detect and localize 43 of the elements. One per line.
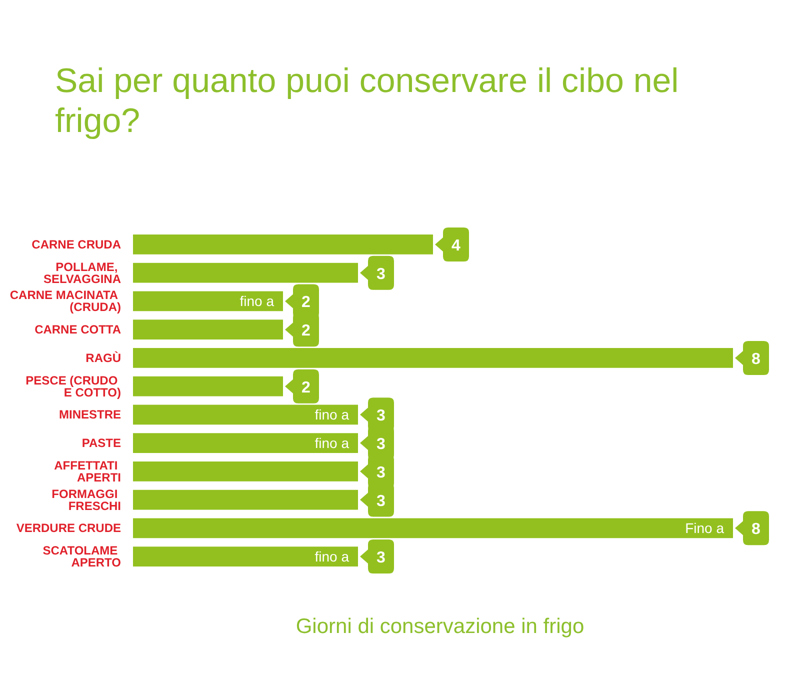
y-tick-label: PESCE (CRUDO E COTTO) bbox=[26, 373, 121, 400]
data-label: 3 bbox=[376, 492, 386, 510]
bar bbox=[133, 546, 358, 566]
bar bbox=[133, 348, 733, 368]
bar bbox=[133, 262, 358, 283]
annotation: fino a bbox=[314, 406, 350, 423]
data-label: 3 bbox=[376, 550, 386, 567]
y-tick-label: RAGÙ bbox=[86, 350, 121, 365]
annotation: Fino a bbox=[685, 520, 724, 536]
x-axis-title: Giorni di conservazione in frigo bbox=[296, 615, 584, 638]
y-tick-label: MINESTRE bbox=[58, 408, 121, 422]
annotation: fino a bbox=[240, 293, 274, 310]
data-label: 3 bbox=[376, 266, 386, 283]
y-tick-label: AFFETTATI APERTI bbox=[54, 458, 121, 484]
bar bbox=[133, 490, 358, 510]
y-tick-label: VERDURE CRUDE bbox=[16, 521, 121, 536]
data-label: 3 bbox=[376, 464, 386, 482]
data-label: 2 bbox=[302, 294, 311, 312]
bar bbox=[133, 291, 283, 312]
bar bbox=[133, 433, 358, 453]
y-tick-label: CARNE COTTA bbox=[34, 322, 122, 337]
annotation: fino a bbox=[314, 548, 350, 565]
chart-title: Sai per quanto puoi conservare il cibo nel frigo? bbox=[55, 62, 688, 140]
y-tick-label: FORMAGGI FRESCHI bbox=[52, 486, 121, 513]
bar bbox=[133, 234, 433, 254]
data-label: 8 bbox=[752, 521, 761, 538]
y-tick-label: PASTE bbox=[82, 436, 121, 450]
y-tick-label: CARNE MACINATA (CRUDA) bbox=[10, 288, 121, 314]
bar bbox=[133, 404, 358, 425]
bar bbox=[133, 462, 358, 482]
y-tick-label: SCATOLAME APERTO bbox=[42, 544, 121, 570]
data-label: 3 bbox=[376, 408, 386, 425]
bar bbox=[133, 320, 283, 340]
bar bbox=[133, 518, 733, 538]
data-label: 4 bbox=[452, 237, 461, 254]
y-tick-label: POLLAME, SELVAGGINA bbox=[43, 260, 122, 286]
data-label: 3 bbox=[376, 436, 386, 454]
y-tick-label: CARNE CRUDA bbox=[32, 237, 122, 252]
annotation: fino a bbox=[314, 435, 350, 452]
data-label: 2 bbox=[302, 379, 311, 396]
bar bbox=[133, 376, 283, 396]
data-label: 2 bbox=[302, 322, 311, 340]
data-label: 8 bbox=[752, 350, 761, 368]
